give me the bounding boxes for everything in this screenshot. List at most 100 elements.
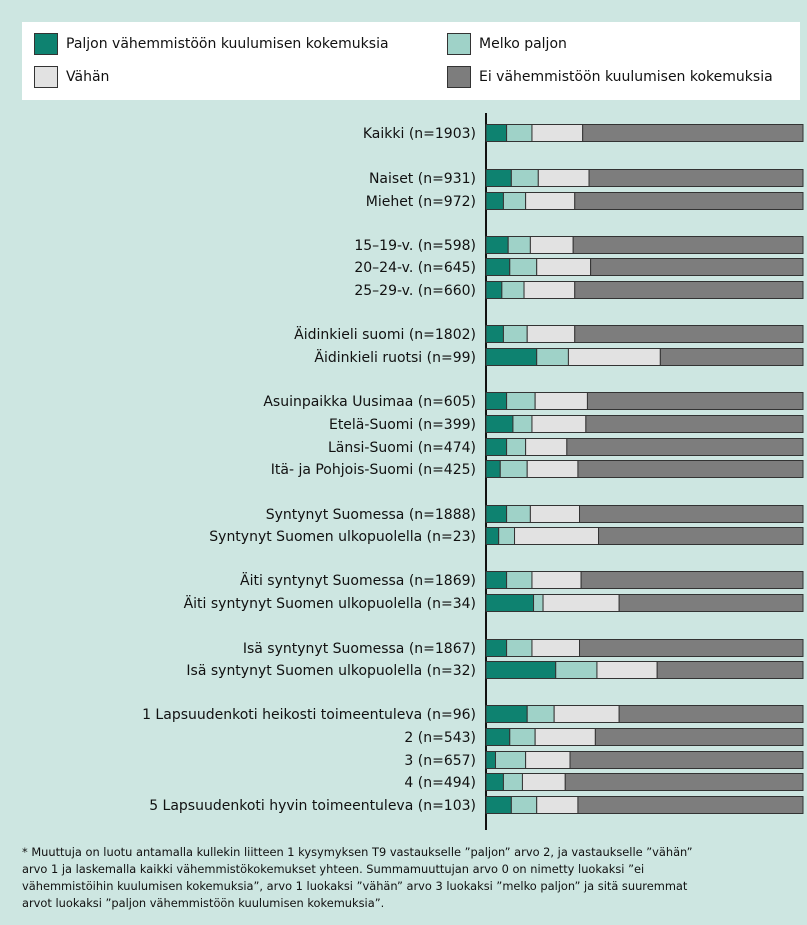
bar-segment (485, 571, 508, 589)
category-label: Kaikki (n=1903) (363, 126, 476, 142)
legend-item-vahan: Vähän (34, 66, 109, 88)
bar-segment (485, 773, 504, 791)
category-label: Isä syntynyt Suomen ulkopuolella (n=32) (186, 663, 476, 679)
bar-segment (531, 639, 581, 657)
bar-segment (510, 169, 539, 187)
category-label: Äiti syntynyt Suomessa (n=1869) (240, 571, 476, 589)
bar-segment (588, 169, 804, 187)
bar-segment (501, 281, 525, 299)
category-label: Itä- ja Pohjois-Suomi (n=425) (271, 462, 476, 478)
bar-segment (506, 392, 536, 410)
bar-segment (582, 124, 804, 142)
bar-segment (579, 639, 804, 657)
category-label: Miehet (n=972) (366, 194, 476, 210)
category-label: 25–29-v. (n=660) (354, 283, 476, 299)
bar-segment (485, 348, 538, 366)
category-label: 1 Lapsuudenkoti heikosti toimeentuleva (… (142, 707, 476, 723)
category-label: Syntynyt Suomen ulkopuolella (n=23) (209, 529, 476, 545)
bar-chart: Kaikki (n=1903) Naiset (n=931) Miehet (n=9… (142, 113, 804, 830)
bar-segment (564, 773, 804, 791)
bar-segment (506, 124, 533, 142)
bar-segment (567, 348, 661, 366)
bar-segment (572, 236, 804, 254)
bar-segment (526, 325, 576, 343)
legend-swatch-vahan (34, 66, 58, 88)
bar-segment (485, 796, 512, 814)
bar-segment (502, 773, 523, 791)
bar-segment (656, 661, 804, 679)
category-label: Syntynyt Suomessa (n=1888) (266, 507, 476, 523)
bar-segment (542, 594, 620, 612)
bar-segment (521, 773, 566, 791)
legend-label-vahan: Vähän (66, 69, 110, 85)
bar-segment (618, 705, 804, 723)
bar-segment (536, 348, 569, 366)
bar-segment (553, 705, 620, 723)
legend: Paljon vähemmistöön kuulumisen kokemuksi… (22, 22, 800, 100)
bar-segment (529, 505, 581, 523)
bar-segment (502, 192, 527, 210)
bar-segment (531, 124, 584, 142)
category-label: 15–19-v. (n=598) (354, 238, 476, 254)
bar-segment (485, 460, 501, 478)
bar-segment (485, 415, 514, 433)
bar-segment (510, 796, 538, 814)
legend-label-paljon: Paljon vähemmistöön kuulumisen kokemuksi… (66, 36, 389, 52)
bar-segment (485, 639, 508, 657)
bar-segment (598, 527, 804, 545)
bar-segment (525, 192, 576, 210)
legend-item-ei: Ei vähemmistöön kuulumisen kokemuksia (447, 66, 773, 88)
bar-segment (509, 728, 536, 746)
bar-segment (485, 751, 497, 769)
bar-segment (485, 169, 512, 187)
bar-segment (537, 169, 590, 187)
bar-segment (485, 124, 508, 142)
bar-segment (618, 594, 804, 612)
bar-segment (499, 460, 528, 478)
bar-segment (509, 258, 538, 276)
category-label: Äidinkieli suomi (n=1802) (294, 325, 476, 343)
bar-segment (525, 438, 568, 456)
bar-segment (526, 705, 555, 723)
bar-segment (531, 571, 582, 589)
legend-label-ei: Ei vähemmistöön kuulumisen kokemuksia (479, 69, 773, 85)
footnote: * Muuttuja on luotu antamalla kullekin l… (22, 845, 693, 910)
bar-segment (590, 258, 804, 276)
bar-segment (506, 505, 531, 523)
bar-segment (495, 751, 527, 769)
category-label: Äidinkieli ruotsi (n=99) (314, 348, 476, 366)
bar-segment (659, 348, 804, 366)
legend-item-melko-paljon: Melko paljon (447, 33, 567, 55)
legend-swatch-melko-paljon (447, 33, 471, 55)
bar-segment (485, 661, 557, 679)
bar-segment (536, 258, 592, 276)
bar-segment (512, 415, 533, 433)
bar-segment (523, 281, 576, 299)
category-label: Asuinpaikka Uusimaa (n=605) (263, 394, 476, 410)
legend-item-paljon: Paljon vähemmistöön kuulumisen kokemuksi… (34, 33, 389, 55)
bar-segment (485, 728, 511, 746)
bar-segment (533, 594, 544, 612)
bar-segment (596, 661, 658, 679)
legend-label-melko-paljon: Melko paljon (479, 36, 567, 52)
bar-segment (525, 751, 571, 769)
bar-segment (485, 438, 508, 456)
bar-segment (485, 236, 509, 254)
bar-segment (555, 661, 598, 679)
category-label: 2 (n=543) (404, 730, 476, 746)
bar-segment (577, 796, 804, 814)
bar-segment (594, 728, 804, 746)
bar-segment (485, 705, 528, 723)
bar-segment (585, 415, 804, 433)
bar-segment (534, 392, 588, 410)
bar-segment (529, 236, 574, 254)
bar-segment (506, 438, 527, 456)
category-label: Naiset (n=931) (369, 171, 476, 187)
bar-segment (485, 594, 535, 612)
legend-swatch-paljon (34, 33, 58, 55)
bar-segment (579, 505, 804, 523)
bar-segment (485, 281, 503, 299)
category-label: Isä syntynyt Suomessa (n=1867) (243, 641, 476, 657)
bar-segment (485, 392, 508, 410)
